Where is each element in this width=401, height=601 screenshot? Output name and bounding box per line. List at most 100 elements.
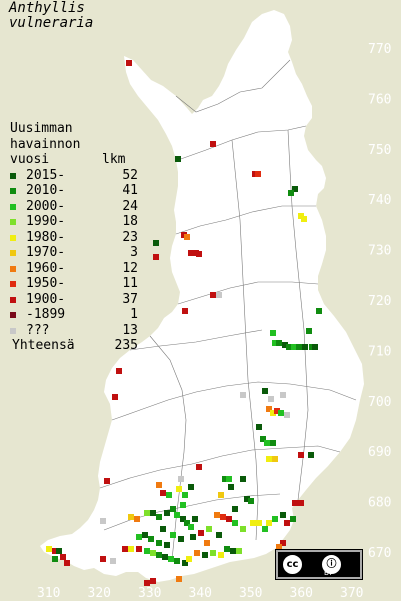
municipal-boundaries (99, 59, 357, 561)
observation-square (210, 292, 216, 298)
observation-square (226, 516, 232, 522)
legend-row-label: 1970- (26, 245, 66, 260)
legend-row: ??? 13 (10, 322, 138, 339)
legend-swatch (10, 327, 16, 334)
observation-square (240, 526, 246, 532)
observation-square (218, 492, 224, 498)
legend-row: 2015- 52 (10, 167, 138, 184)
observation-square (270, 440, 276, 446)
legend-total-label: Yhteensä (12, 338, 75, 353)
y-axis-tick-label: 750 (368, 143, 391, 158)
by-label: BY (324, 569, 333, 577)
y-axis-tick-label: 700 (368, 395, 391, 410)
observation-square (153, 254, 159, 260)
observation-square (190, 534, 196, 540)
observation-square (176, 576, 182, 582)
observation-square (248, 498, 254, 504)
observation-square (128, 514, 134, 520)
observation-square (156, 552, 162, 558)
observation-square (134, 516, 140, 522)
legend-swatch (10, 172, 16, 179)
legend-row-count: 24 (122, 198, 138, 214)
observation-square (282, 342, 288, 348)
observation-square (204, 540, 210, 546)
observation-square (270, 330, 276, 336)
observation-square (180, 502, 186, 508)
observation-square (128, 546, 134, 552)
observation-square (218, 552, 224, 558)
observation-square (291, 344, 297, 350)
observation-square (168, 556, 174, 562)
observation-square (284, 520, 290, 526)
observation-square (316, 308, 322, 314)
observation-square (286, 344, 292, 350)
observation-square (210, 141, 216, 147)
y-axis-tick-label: 720 (368, 294, 391, 309)
observation-square (210, 550, 216, 556)
observation-square (276, 340, 282, 346)
y-axis-labels: 770 760 750 740 730 720 710 700 690 680 670 (368, 42, 391, 561)
observation-square (116, 368, 122, 374)
observation-square (52, 548, 58, 554)
legend-swatch (10, 219, 16, 225)
observation-square (176, 486, 182, 492)
observation-square (160, 526, 166, 532)
observation-square (202, 552, 208, 558)
legend-row-label: 1960- (26, 260, 66, 276)
observation-square (214, 512, 220, 518)
legend-row-count: 12 (122, 260, 138, 276)
legend-rows: 2015- 52 2010- 41 2000- 24 1990- 18 1980- 23 1970-… (10, 167, 138, 339)
legend-row: 1960- 12 (10, 260, 138, 277)
legend-row-count: 18 (122, 214, 138, 229)
observation-square (255, 171, 261, 177)
legend-row-count: 52 (122, 167, 138, 183)
observation-square (244, 496, 250, 502)
observation-square (182, 560, 188, 566)
observation-square (100, 518, 106, 524)
x-axis-tick-label: 330 (138, 586, 161, 601)
legend-swatch (10, 265, 16, 272)
observation-square (270, 410, 276, 416)
observation-square (296, 344, 302, 350)
observation-square (266, 406, 272, 412)
observation-square (274, 408, 280, 414)
observation-square (280, 512, 286, 518)
legend-row-label: 2015- (26, 167, 66, 183)
observation-square (156, 514, 162, 520)
legend-swatch (10, 188, 16, 194)
observation-square (262, 388, 268, 394)
attribution-icon: ⓘ (320, 553, 343, 576)
observation-square (240, 392, 246, 398)
legend-row: -1899 1 (10, 307, 138, 323)
observation-square (230, 548, 236, 554)
y-axis-tick-label: 690 (368, 445, 391, 460)
observation-square (236, 548, 242, 554)
cc-by-license-badge[interactable]: cc ⓘ BY (275, 549, 363, 580)
legend-row: 1990- 18 (10, 214, 138, 230)
observation-square (272, 456, 278, 462)
legend-row-label: ??? (26, 322, 50, 338)
observation-square (196, 251, 202, 257)
legend-row-count: 37 (122, 291, 138, 307)
observation-square (170, 506, 176, 512)
observation-square (298, 452, 304, 458)
observation-square (180, 516, 186, 522)
observation-square (292, 500, 298, 506)
observation-square (64, 560, 70, 566)
observation-square (196, 464, 202, 470)
legend-row-label: 1980- (26, 229, 66, 245)
legend-header-line1: Uusimman (10, 121, 73, 136)
observation-square (166, 492, 172, 498)
observation-square (136, 546, 142, 552)
legend-row: 2000- 24 (10, 199, 138, 215)
y-axis-tick-label: 740 (368, 193, 391, 208)
observation-square (298, 500, 304, 506)
x-axis-tick-label: 350 (239, 586, 262, 601)
observation-square (302, 344, 308, 350)
observation-square (232, 506, 238, 512)
legend-row: 1980- 23 (10, 229, 138, 246)
y-axis-tick-label: 680 (368, 496, 391, 511)
observation-square (188, 250, 194, 256)
observation-square (144, 580, 150, 586)
